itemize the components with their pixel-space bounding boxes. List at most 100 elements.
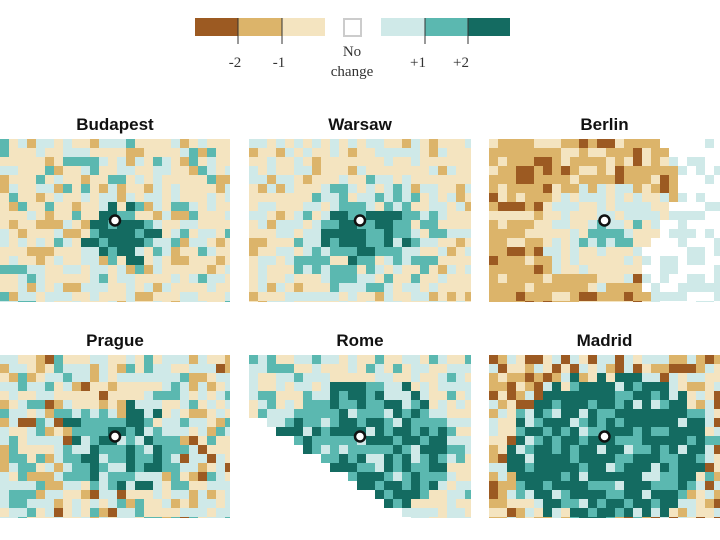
- map-cell: [18, 283, 27, 292]
- map-cell: [312, 202, 321, 211]
- map-cell: [135, 463, 144, 472]
- map-cell: [687, 157, 696, 166]
- map-cell: [678, 508, 687, 517]
- map-cell: [651, 166, 660, 175]
- map-cell: [597, 463, 606, 472]
- map-cell: [384, 184, 393, 193]
- map-cell: [312, 265, 321, 274]
- map-cell: [384, 391, 393, 400]
- map-cell: [99, 256, 108, 265]
- map-cell: [651, 490, 660, 499]
- map-cell: [651, 391, 660, 400]
- map-cell: [249, 247, 258, 256]
- map-cell: [642, 148, 651, 157]
- map-cell: [456, 184, 465, 193]
- map-cell: [180, 238, 189, 247]
- map-cell: [135, 139, 144, 148]
- map-cell: [330, 490, 339, 499]
- map-cell: [216, 283, 225, 292]
- map-cell: [216, 139, 225, 148]
- map-cell: [465, 193, 471, 202]
- map-cell: [312, 157, 321, 166]
- map-cell: [0, 409, 9, 418]
- map-cell: [189, 139, 198, 148]
- map-cell: [339, 247, 348, 256]
- map-cell: [303, 472, 312, 481]
- map-cell: [54, 256, 63, 265]
- map-cell: [498, 265, 507, 274]
- map-cell: [543, 382, 552, 391]
- map-cell: [285, 382, 294, 391]
- map-cell: [180, 184, 189, 193]
- map-cell: [18, 463, 27, 472]
- map-cell: [72, 373, 81, 382]
- map-cell: [162, 157, 171, 166]
- map-cell: [153, 391, 162, 400]
- map-cell: [357, 463, 366, 472]
- map-cell: [249, 427, 258, 436]
- map-cell: [72, 157, 81, 166]
- map-cell: [393, 274, 402, 283]
- map-cell: [348, 139, 357, 148]
- map-cell: [579, 274, 588, 283]
- map-cell: [348, 265, 357, 274]
- map-cell: [366, 481, 375, 490]
- map-cell: [705, 166, 714, 175]
- map-cell: [507, 265, 516, 274]
- map-cell: [267, 166, 276, 175]
- map-cell: [375, 238, 384, 247]
- map-cell: [615, 400, 624, 409]
- map-cell: [258, 481, 267, 490]
- map-cell: [642, 202, 651, 211]
- map-cell: [384, 211, 393, 220]
- map-cell: [0, 499, 9, 508]
- map-cell: [36, 193, 45, 202]
- map-cell: [366, 229, 375, 238]
- map-cell: [525, 229, 534, 238]
- map-cell: [81, 499, 90, 508]
- map-cell: [27, 238, 36, 247]
- map-cell: [642, 211, 651, 220]
- map-cell: [714, 481, 720, 490]
- map-cell: [198, 481, 207, 490]
- map-cell: [447, 418, 456, 427]
- map-cell: [579, 175, 588, 184]
- map-cell: [456, 301, 465, 302]
- map-cell: [180, 220, 189, 229]
- map-cell: [561, 220, 570, 229]
- map-cell: [294, 211, 303, 220]
- map-cell: [651, 409, 660, 418]
- map-cell: [90, 157, 99, 166]
- map-cell: [339, 490, 348, 499]
- map-cell: [180, 139, 189, 148]
- map-cell: [267, 454, 276, 463]
- map-cell: [543, 400, 552, 409]
- map-cell: [669, 472, 678, 481]
- map-cell: [525, 517, 534, 518]
- map-cell: [465, 490, 471, 499]
- map-cell: [45, 139, 54, 148]
- map-cell: [498, 391, 507, 400]
- map-cell: [27, 472, 36, 481]
- map-cell: [72, 301, 81, 302]
- map-cell: [633, 274, 642, 283]
- map-cell: [696, 490, 705, 499]
- map-cell: [375, 373, 384, 382]
- map-cell: [45, 373, 54, 382]
- map-cell: [189, 256, 198, 265]
- map-cell: [375, 256, 384, 265]
- map-cell: [180, 508, 189, 517]
- map-cell: [9, 274, 18, 283]
- map-cell: [198, 499, 207, 508]
- map-cell: [72, 409, 81, 418]
- map-cell: [225, 499, 230, 508]
- map-cell: [339, 256, 348, 265]
- map-cell: [225, 373, 230, 382]
- map-cell: [216, 211, 225, 220]
- map-cell: [498, 229, 507, 238]
- map-cell: [276, 274, 285, 283]
- map-cell: [660, 445, 669, 454]
- map-cell: [429, 364, 438, 373]
- map-cell: [525, 508, 534, 517]
- map-cell: [411, 166, 420, 175]
